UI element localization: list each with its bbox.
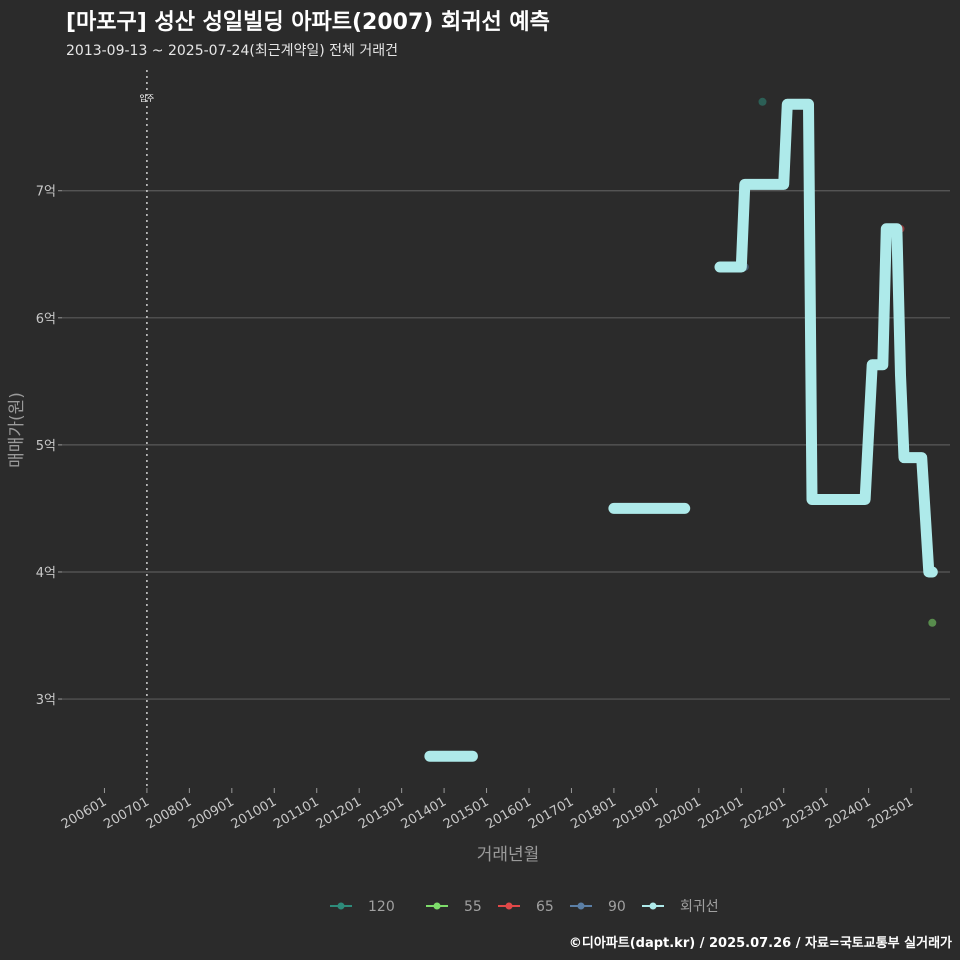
- y-tick-label: 5억: [36, 439, 56, 454]
- x-tick-label: 201301: [356, 794, 406, 832]
- x-tick-label: 202101: [696, 794, 746, 832]
- data-series: [424, 97, 938, 762]
- source-credit: ©디아파트(dapt.kr) / 2025.07.26 / 자료=국토교통부 실…: [568, 936, 952, 951]
- legend-label: 65: [536, 899, 554, 915]
- x-tick-label: 202401: [823, 794, 873, 832]
- x-tick-label: 202301: [781, 794, 831, 832]
- x-tick-label: 201201: [314, 794, 364, 832]
- y-tick-label: 7억: [36, 185, 56, 200]
- x-tick-label: 202201: [738, 794, 788, 832]
- move-in-label: 입주: [140, 94, 155, 103]
- x-tick-label: 201001: [229, 794, 279, 832]
- legend-swatch-dot: [433, 902, 441, 910]
- data-point-120: [758, 97, 767, 106]
- chart-title: [마포구] 성산 성일빌딩 아파트(2007) 회귀선 예측: [66, 10, 550, 35]
- legend-label: 120: [368, 899, 395, 915]
- y-tick-label: 3억: [36, 693, 56, 708]
- x-tick-label: 202501: [866, 794, 916, 832]
- x-tick-label: 200601: [59, 794, 109, 832]
- legend-swatch-dot: [505, 902, 513, 910]
- legend: 120 55 65 90 회귀선: [330, 899, 719, 915]
- y-axis-ticks: 3억 4억 5억 6억 7억: [36, 185, 62, 708]
- y-tick-label: 4억: [36, 566, 56, 581]
- x-axis-title: 거래년월: [477, 845, 540, 865]
- x-tick-label: 202001: [653, 794, 703, 832]
- x-tick-label: 201901: [611, 794, 661, 832]
- x-tick-label: 200901: [186, 794, 236, 832]
- data-point-55: [928, 618, 937, 627]
- x-axis-ticks: 2006012007012008012009012010012011012012…: [59, 788, 916, 832]
- x-tick-label: 200801: [144, 794, 194, 832]
- move-in-marker: 입주: [140, 70, 155, 788]
- legend-label: 55: [464, 899, 482, 915]
- x-tick-label: 201101: [271, 794, 321, 832]
- y-axis-title: 매매가(원): [7, 392, 27, 468]
- y-tick-label: 6억: [36, 312, 56, 327]
- legend-swatch-dot: [577, 902, 585, 910]
- legend-label: 회귀선: [680, 899, 719, 915]
- x-tick-label: 201501: [441, 794, 491, 832]
- x-tick-label: 201601: [484, 794, 534, 832]
- x-tick-label: 201401: [399, 794, 449, 832]
- x-tick-label: 201801: [568, 794, 618, 832]
- x-tick-label: 201701: [526, 794, 576, 832]
- legend-swatch-dot: [649, 902, 657, 910]
- legend-label: 90: [608, 899, 626, 915]
- grid-lines: [62, 190, 950, 700]
- legend-swatch-dot: [337, 902, 345, 910]
- regression-line-segment: [714, 98, 938, 578]
- chart-subtitle: 2013-09-13 ~ 2025-07-24(최근계약일) 전체 거래건: [66, 43, 398, 59]
- x-tick-label: 200701: [101, 794, 151, 832]
